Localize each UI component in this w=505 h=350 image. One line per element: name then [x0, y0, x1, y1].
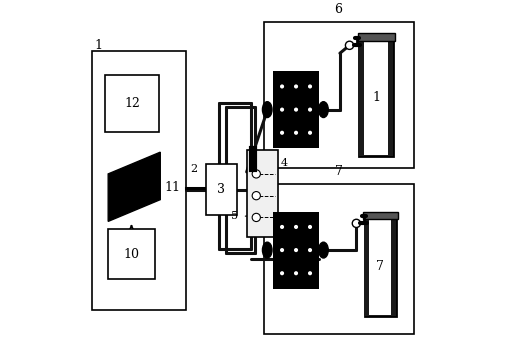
Ellipse shape: [263, 242, 272, 258]
Text: 4: 4: [280, 158, 287, 168]
Circle shape: [294, 84, 298, 89]
Bar: [265, 184, 414, 334]
Text: 1: 1: [94, 39, 103, 52]
Text: 2: 2: [190, 164, 197, 174]
Circle shape: [280, 107, 284, 112]
Bar: [359, 39, 364, 156]
Polygon shape: [108, 152, 160, 222]
Text: 5: 5: [231, 211, 238, 222]
Circle shape: [280, 131, 284, 135]
Bar: [92, 51, 186, 310]
Circle shape: [308, 84, 312, 89]
Bar: [273, 71, 319, 148]
Circle shape: [280, 84, 284, 89]
Text: 7: 7: [376, 260, 384, 273]
Circle shape: [294, 131, 298, 135]
Circle shape: [294, 225, 298, 229]
Bar: [359, 39, 393, 156]
Circle shape: [252, 214, 261, 222]
Bar: [273, 211, 319, 289]
Circle shape: [308, 248, 312, 252]
Bar: [246, 150, 278, 237]
Text: 12: 12: [124, 97, 140, 110]
Text: 11: 11: [165, 181, 180, 194]
Ellipse shape: [319, 102, 328, 118]
Circle shape: [280, 271, 284, 275]
Bar: [391, 217, 396, 316]
Bar: [365, 217, 369, 316]
Circle shape: [308, 107, 312, 112]
Circle shape: [308, 271, 312, 275]
Bar: [388, 39, 393, 156]
Circle shape: [294, 271, 298, 275]
Bar: [265, 22, 414, 168]
Circle shape: [345, 41, 353, 49]
Circle shape: [308, 225, 312, 229]
Text: 7: 7: [335, 165, 342, 178]
Bar: [365, 217, 396, 316]
Ellipse shape: [263, 102, 272, 118]
Text: 1: 1: [372, 91, 380, 104]
Bar: [108, 229, 155, 279]
Text: 6: 6: [334, 3, 342, 16]
Ellipse shape: [319, 242, 328, 258]
Circle shape: [308, 131, 312, 135]
Circle shape: [294, 248, 298, 252]
Circle shape: [280, 248, 284, 252]
Circle shape: [252, 191, 261, 200]
Bar: [363, 211, 397, 219]
Circle shape: [352, 219, 361, 228]
Circle shape: [252, 170, 261, 178]
Bar: [206, 164, 237, 216]
Bar: [358, 34, 395, 41]
Bar: [106, 75, 159, 132]
Text: 10: 10: [124, 247, 139, 260]
Text: 3: 3: [217, 183, 225, 196]
Circle shape: [280, 225, 284, 229]
Circle shape: [294, 107, 298, 112]
